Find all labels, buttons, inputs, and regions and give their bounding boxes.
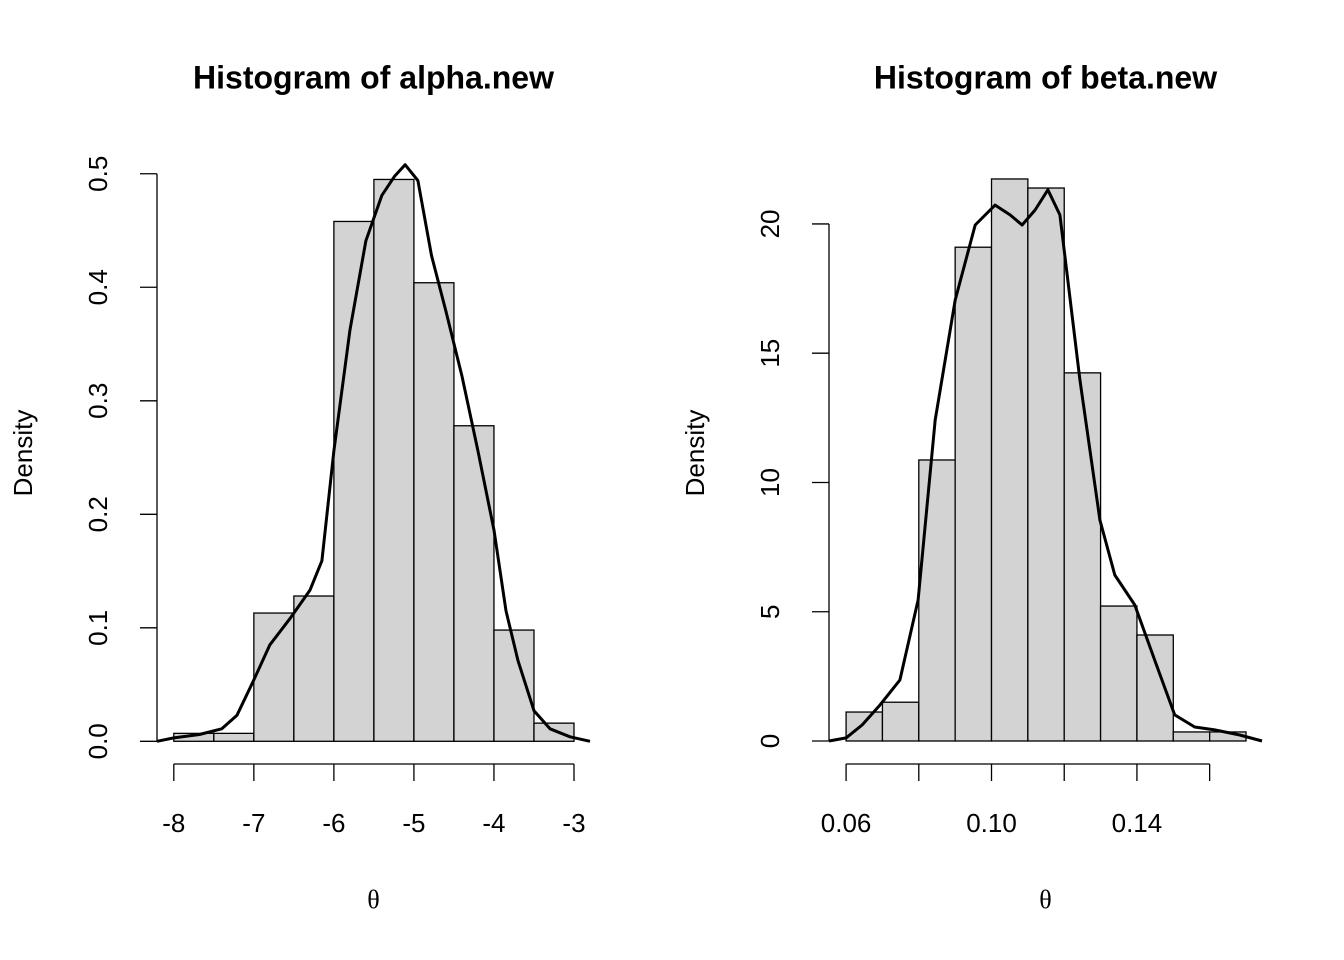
- x-tick-label: 0.10: [966, 808, 1017, 838]
- y-tick-label: 0.4: [83, 269, 113, 305]
- y-tick-label: 0.5: [83, 156, 113, 192]
- bar: [253, 612, 295, 742]
- x-tick-label: -5: [402, 808, 425, 838]
- bar: [918, 459, 956, 742]
- bar: [954, 246, 993, 742]
- y-tick-label: 20: [755, 209, 785, 238]
- x-tick-label: -4: [482, 808, 505, 838]
- bar: [845, 711, 884, 742]
- bar: [333, 220, 375, 742]
- density-curve: [156, 163, 591, 743]
- bar: [1027, 187, 1065, 742]
- x-tick-label: -8: [162, 808, 185, 838]
- bar: [1172, 731, 1211, 742]
- bar: [453, 425, 495, 742]
- bar: [213, 732, 255, 742]
- y-axis-label: Density: [8, 410, 38, 497]
- bar: [373, 178, 415, 742]
- bar: [533, 722, 575, 742]
- y-tick-label: 0.1: [83, 610, 113, 646]
- bar: [1063, 372, 1102, 742]
- bar: [413, 282, 455, 742]
- bar: [881, 701, 920, 742]
- x-axis-label: θ: [367, 885, 379, 914]
- y-axis-label: Density: [680, 410, 710, 497]
- bar: [293, 595, 335, 742]
- y-tick-label: 10: [755, 468, 785, 497]
- chart-title: Histogram of beta.new: [874, 59, 1217, 95]
- y-tick-label: 0.2: [83, 496, 113, 532]
- x-tick-label: -6: [322, 808, 345, 838]
- x-tick-label: -3: [562, 808, 585, 838]
- y-tick-label: 0: [755, 734, 785, 748]
- x-tick-label: -7: [242, 808, 265, 838]
- x-axis-label: θ: [1039, 885, 1051, 914]
- x-tick-label: 0.14: [1112, 808, 1163, 838]
- y-tick-label: 0.0: [83, 723, 113, 759]
- bar: [1136, 634, 1174, 742]
- y-tick-label: 15: [755, 339, 785, 368]
- y-tick-label: 5: [755, 604, 785, 618]
- bar: [1099, 605, 1138, 742]
- chart-title: Histogram of alpha.new: [193, 59, 554, 95]
- y-tick-label: 0.3: [83, 383, 113, 419]
- bar: [990, 178, 1029, 742]
- density-curve: [828, 188, 1263, 743]
- x-tick-label: 0.06: [821, 808, 872, 838]
